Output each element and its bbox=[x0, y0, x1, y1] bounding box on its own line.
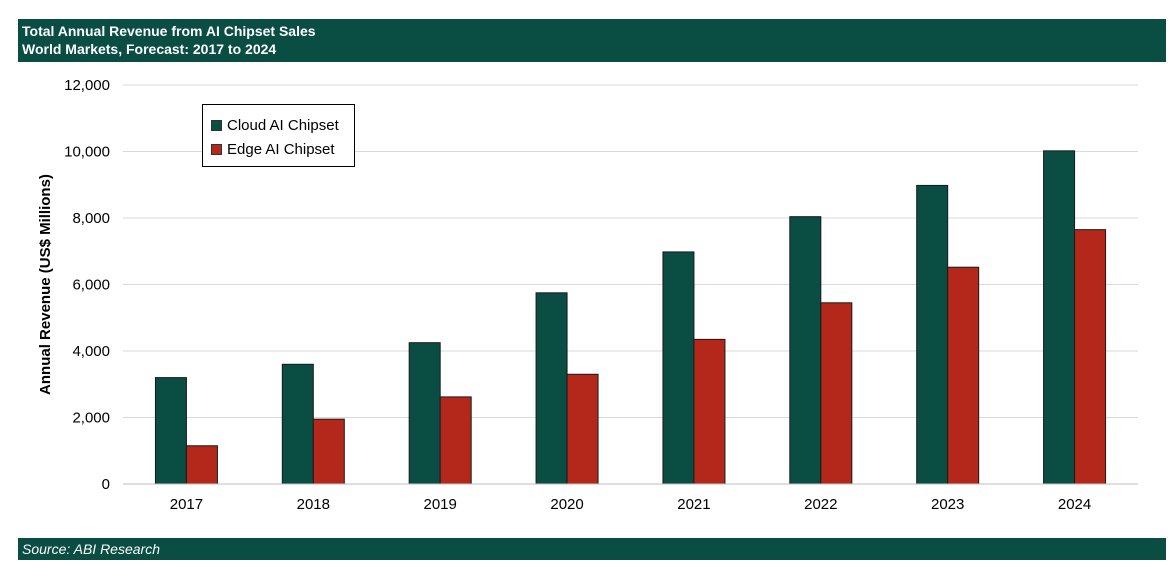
bar-edge-2022 bbox=[820, 302, 853, 485]
x-tick-label: 2021 bbox=[677, 496, 710, 513]
y-axis-ticks: 0 2,000 4,000 6,000 8,000 10,000 12,000 bbox=[64, 77, 110, 493]
bars bbox=[154, 150, 1107, 485]
bar-cloud-2018 bbox=[281, 363, 314, 485]
y-axis-label: Annual Revenue (US$ Millions) bbox=[37, 174, 54, 395]
x-tick-label: 2019 bbox=[424, 496, 457, 513]
legend-swatch-cloud bbox=[211, 119, 222, 131]
y-tick-label: 12,000 bbox=[64, 77, 110, 94]
y-tick-label: 4,000 bbox=[72, 343, 110, 360]
x-tick-label: 2017 bbox=[170, 496, 203, 513]
legend-label-cloud: Cloud AI Chipset bbox=[227, 116, 339, 134]
bar-edge-2021 bbox=[693, 338, 726, 485]
bar-edge-2017 bbox=[185, 445, 218, 485]
legend: Cloud AI Chipset Edge AI Chipset bbox=[202, 104, 355, 167]
chart-title: Total Annual Revenue from AI Chipset Sal… bbox=[22, 23, 316, 39]
bar-edge-2020 bbox=[566, 373, 599, 485]
x-axis-ticks: 2017 2018 2019 2020 2021 2022 2023 2024 bbox=[170, 496, 1092, 513]
bar-edge-2023 bbox=[947, 266, 980, 485]
chart-header: Total Annual Revenue from AI Chipset Sal… bbox=[18, 19, 1166, 62]
source-note: Source: ABI Research bbox=[18, 538, 1166, 560]
legend-item-cloud: Cloud AI Chipset bbox=[211, 115, 339, 135]
y-tick-label: 6,000 bbox=[72, 277, 110, 294]
bar-edge-2018 bbox=[312, 418, 345, 485]
x-tick-label: 2020 bbox=[550, 496, 583, 513]
bar-cloud-2024 bbox=[1043, 150, 1076, 485]
legend-item-edge: Edge AI Chipset bbox=[211, 139, 335, 159]
bar-cloud-2022 bbox=[789, 216, 822, 485]
x-tick-label: 2023 bbox=[931, 496, 964, 513]
bar-cloud-2017 bbox=[154, 377, 187, 485]
x-tick-label: 2024 bbox=[1058, 496, 1091, 513]
y-tick-label: 2,000 bbox=[72, 410, 110, 427]
bar-edge-2024 bbox=[1074, 229, 1107, 485]
y-tick-label: 8,000 bbox=[72, 210, 110, 227]
bar-edge-2019 bbox=[439, 396, 472, 485]
chart-subtitle: World Markets, Forecast: 2017 to 2024 bbox=[22, 41, 277, 57]
legend-label-edge: Edge AI Chipset bbox=[227, 140, 335, 158]
bar-cloud-2020 bbox=[535, 292, 568, 485]
legend-swatch-edge bbox=[211, 143, 222, 155]
x-tick-label: 2018 bbox=[297, 496, 330, 513]
bar-cloud-2023 bbox=[916, 184, 949, 485]
x-tick-label: 2022 bbox=[804, 496, 837, 513]
y-tick-label: 10,000 bbox=[64, 144, 110, 161]
bar-cloud-2021 bbox=[662, 251, 695, 485]
y-tick-label: 0 bbox=[102, 476, 110, 493]
bar-cloud-2019 bbox=[408, 342, 441, 485]
